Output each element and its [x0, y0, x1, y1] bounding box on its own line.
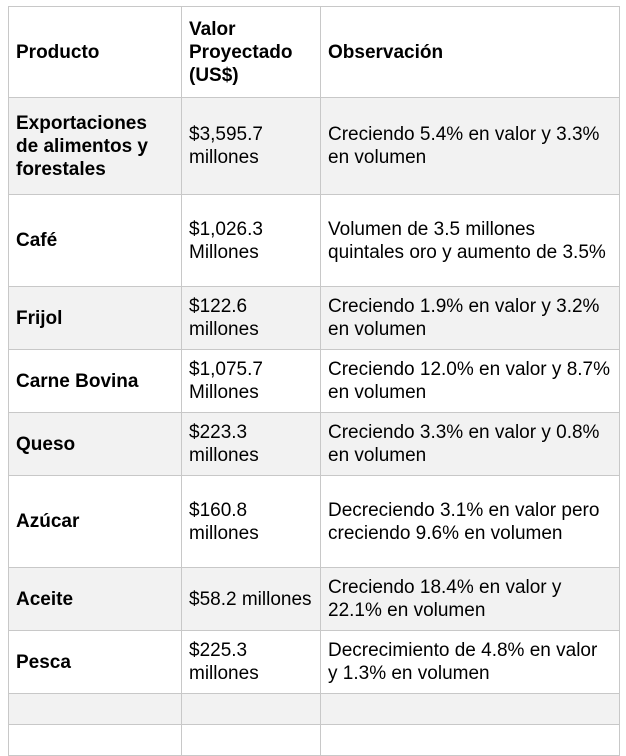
- empty-row: [8, 724, 620, 756]
- cell-producto: Queso: [8, 412, 182, 476]
- cell-observacion: Creciendo 5.4% en valor y 3.3% en volume…: [320, 97, 620, 195]
- cell-valor: $223.3 millones: [181, 412, 321, 476]
- table-row: Café $1,026.3 Millones Volumen de 3.5 mi…: [8, 194, 620, 287]
- cell-observacion: Decrecimiento de 4.8% en valor y 1.3% en…: [320, 630, 620, 694]
- cell-producto: Azúcar: [8, 475, 182, 568]
- empty-cell: [8, 693, 182, 725]
- cell-valor: $3,595.7 millones: [181, 97, 321, 195]
- cell-observacion: Volumen de 3.5 millones quintales oro y …: [320, 194, 620, 287]
- table-row: Exportaciones de alimentos y forestales …: [8, 97, 620, 195]
- cell-valor: $225.3 millones: [181, 630, 321, 694]
- cell-producto: Pesca: [8, 630, 182, 694]
- cell-producto: Carne Bovina: [8, 349, 182, 413]
- cell-valor: $122.6 millones: [181, 286, 321, 350]
- cell-observacion: Creciendo 18.4% en valor y 22.1% en volu…: [320, 567, 620, 631]
- header-row: Producto Valor Proyectado (US$) Observac…: [8, 6, 620, 98]
- table-row: Carne Bovina $1,075.7 Millones Creciendo…: [8, 349, 620, 413]
- cell-producto: Café: [8, 194, 182, 287]
- cell-valor: $1,075.7 Millones: [181, 349, 321, 413]
- table-row: Pesca $225.3 millones Decrecimiento de 4…: [8, 630, 620, 694]
- table-row: Azúcar $160.8 millones Decreciendo 3.1% …: [8, 475, 620, 568]
- table-row: Queso $223.3 millones Creciendo 3.3% en …: [8, 412, 620, 476]
- header-observacion: Observación: [320, 6, 620, 98]
- empty-cell: [181, 724, 321, 756]
- cell-observacion: Creciendo 3.3% en valor y 0.8% en volume…: [320, 412, 620, 476]
- table-row: Aceite $58.2 millones Creciendo 18.4% en…: [8, 567, 620, 631]
- cell-valor: $160.8 millones: [181, 475, 321, 568]
- empty-row: [8, 693, 620, 725]
- empty-cell: [320, 693, 620, 725]
- projection-table: Producto Valor Proyectado (US$) Observac…: [8, 6, 620, 756]
- cell-valor: $58.2 millones: [181, 567, 321, 631]
- empty-cell: [8, 724, 182, 756]
- cell-valor: $1,026.3 Millones: [181, 194, 321, 287]
- cell-producto: Aceite: [8, 567, 182, 631]
- empty-cell: [320, 724, 620, 756]
- cell-producto: Frijol: [8, 286, 182, 350]
- header-valor: Valor Proyectado (US$): [181, 6, 321, 98]
- cell-observacion: Decreciendo 3.1% en valor pero creciendo…: [320, 475, 620, 568]
- empty-cell: [181, 693, 321, 725]
- header-producto: Producto: [8, 6, 182, 98]
- table-row: Frijol $122.6 millones Creciendo 1.9% en…: [8, 286, 620, 350]
- cell-producto: Exportaciones de alimentos y forestales: [8, 97, 182, 195]
- cell-observacion: Creciendo 12.0% en valor y 8.7% en volum…: [320, 349, 620, 413]
- cell-observacion: Creciendo 1.9% en valor y 3.2% en volume…: [320, 286, 620, 350]
